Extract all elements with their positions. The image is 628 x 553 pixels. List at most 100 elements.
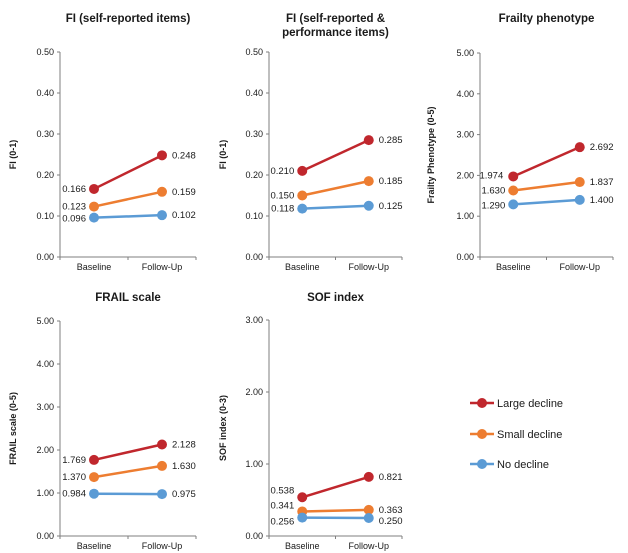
data-point-no-decline — [297, 203, 308, 214]
data-label: 0.363 — [379, 505, 403, 516]
y-tick-label: 0.50 — [245, 47, 263, 57]
data-label: 1.630 — [481, 185, 505, 196]
data-point-no-decline — [89, 488, 99, 499]
series-line-no-decline — [513, 198, 580, 206]
y-axis-label: FI (0-1) — [218, 140, 228, 170]
series-line-small-decline — [302, 508, 369, 513]
data-label: 1.370 — [62, 472, 86, 483]
chart-title: FI (self-reported items) — [66, 13, 191, 25]
y-axis-label: FRAIL scale (0-5) — [8, 392, 18, 465]
series-line-no-decline — [302, 204, 369, 210]
y-tick-label: 3.00 — [245, 315, 263, 325]
y-tick-label: 4.00 — [456, 89, 474, 99]
data-point-small-decline — [157, 460, 167, 471]
legend-label: Large decline — [497, 398, 563, 410]
data-label: 0.159 — [172, 187, 196, 198]
data-point-no-decline — [89, 212, 99, 223]
data-point-small-decline — [363, 176, 374, 187]
x-tick-label: Baseline — [496, 262, 531, 272]
x-tick-label: Baseline — [77, 541, 112, 551]
data-label: 1.400 — [590, 195, 614, 206]
data-point-large-decline — [157, 150, 167, 161]
legend-marker — [477, 398, 487, 408]
data-label: 0.984 — [62, 489, 86, 500]
series-line-small-decline — [93, 464, 163, 479]
data-point-large-decline — [574, 142, 585, 153]
y-axis-label: FI (0-1) — [8, 140, 18, 170]
data-point-no-decline — [363, 200, 374, 211]
y-tick-label: 0.10 — [245, 211, 263, 221]
data-point-no-decline — [157, 210, 167, 221]
x-tick-label: Follow-Up — [348, 262, 389, 272]
x-tick-label: Follow-Up — [559, 262, 600, 272]
series-line-no-decline — [93, 213, 163, 219]
data-label: 0.250 — [379, 516, 403, 527]
data-label: 0.975 — [172, 489, 196, 500]
data-point-small-decline — [157, 186, 167, 197]
y-tick-label: 4.00 — [36, 359, 54, 369]
y-tick-label: 0.30 — [36, 129, 54, 139]
series-line-large-decline — [301, 475, 370, 499]
y-tick-label: 3.00 — [456, 130, 474, 140]
data-label: 1.630 — [172, 461, 196, 472]
x-tick-label: Baseline — [77, 262, 112, 272]
y-tick-label: 0.20 — [36, 170, 54, 180]
y-tick-label: 0.50 — [36, 47, 54, 57]
y-tick-label: 5.00 — [456, 48, 474, 58]
data-label: 1.290 — [481, 200, 505, 211]
data-label: 0.256 — [270, 517, 294, 528]
y-tick-label: 1.00 — [36, 488, 54, 498]
data-label: 1.769 — [62, 455, 86, 466]
y-tick-label: 0.10 — [36, 211, 54, 221]
data-label: 0.118 — [271, 204, 294, 215]
data-label: 0.150 — [270, 191, 294, 202]
y-tick-label: 0.00 — [245, 531, 263, 541]
data-point-small-decline — [89, 201, 99, 212]
y-axis-label: SOF index (0-3) — [218, 395, 228, 461]
chart-title: Frailty phenotype — [499, 13, 595, 25]
data-point-large-decline — [363, 135, 374, 146]
legend-label: Small decline — [497, 429, 562, 441]
data-label: 0.248 — [172, 150, 196, 161]
y-tick-label: 2.00 — [456, 170, 474, 180]
x-tick-label: Follow-Up — [348, 541, 389, 551]
data-point-large-decline — [89, 454, 99, 465]
chart-title: SOF index — [307, 292, 364, 304]
data-label: 0.821 — [379, 472, 403, 483]
data-label: 0.185 — [379, 176, 403, 187]
data-label: 0.210 — [270, 166, 294, 177]
data-label: 0.285 — [379, 135, 403, 146]
y-tick-label: 1.00 — [456, 211, 474, 221]
y-tick-label: 2.00 — [36, 445, 54, 455]
y-tick-label: 3.00 — [36, 402, 54, 412]
data-label: 0.125 — [379, 201, 403, 212]
data-point-small-decline — [508, 185, 519, 196]
data-label: 1.974 — [479, 170, 503, 181]
data-label: 2.692 — [590, 142, 614, 153]
y-tick-label: 0.00 — [36, 252, 54, 262]
y-tick-label: 0.00 — [245, 252, 263, 262]
series-line-small-decline — [301, 179, 370, 197]
y-tick-label: 5.00 — [36, 316, 54, 326]
series-line-large-decline — [93, 443, 163, 462]
series-line-large-decline — [512, 146, 581, 178]
x-tick-label: Follow-Up — [142, 262, 183, 272]
data-point-no-decline — [363, 513, 374, 523]
y-tick-label: 0.00 — [456, 252, 474, 262]
data-point-large-decline — [363, 471, 374, 482]
data-point-small-decline — [363, 504, 374, 515]
data-label: 0.096 — [62, 214, 86, 225]
legend-label: No decline — [497, 459, 549, 471]
data-label: 2.128 — [172, 439, 196, 450]
legend-marker — [477, 429, 487, 439]
y-axis-label: Frailty Phenotype (0-5) — [426, 106, 436, 203]
y-tick-label: 0.30 — [245, 129, 263, 139]
series-line-small-decline — [513, 180, 580, 192]
y-tick-label: 0.40 — [245, 88, 263, 98]
data-point-large-decline — [508, 171, 519, 182]
data-label: 0.341 — [270, 500, 294, 511]
y-tick-label: 1.00 — [245, 459, 263, 469]
y-tick-label: 2.00 — [245, 387, 263, 397]
data-point-large-decline — [89, 183, 99, 194]
